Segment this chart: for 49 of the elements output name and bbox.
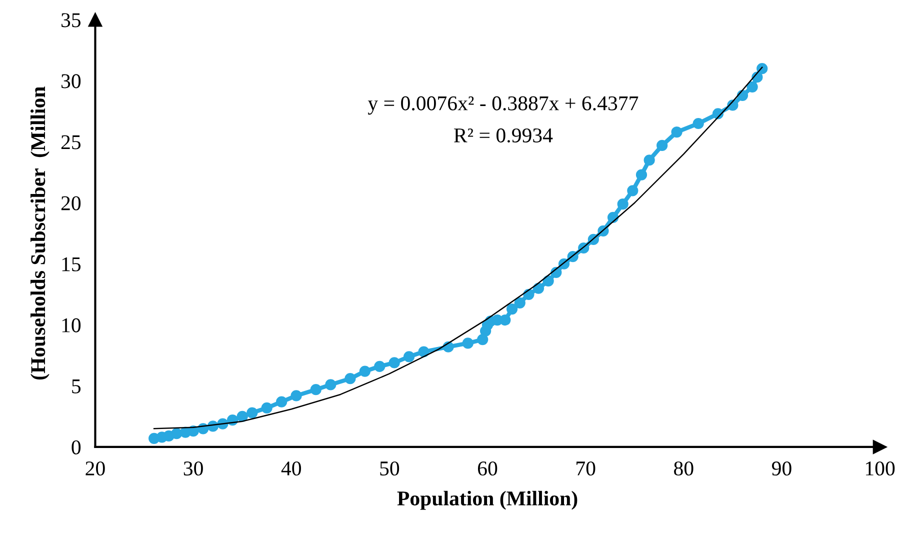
point bbox=[462, 338, 474, 349]
x-axis-title: Population (Million) bbox=[397, 490, 578, 510]
point bbox=[310, 384, 322, 396]
annotation: y = 0.0076x² - 0.3887x + 6.4377 bbox=[368, 96, 638, 115]
point bbox=[236, 410, 248, 422]
point bbox=[276, 396, 288, 408]
point bbox=[325, 379, 336, 390]
x-tick-label: 20 bbox=[86, 461, 105, 476]
point bbox=[656, 140, 668, 152]
point bbox=[374, 360, 386, 372]
point bbox=[542, 275, 554, 287]
point bbox=[692, 118, 704, 130]
point bbox=[636, 169, 648, 180]
y-tick-label: 30 bbox=[62, 74, 81, 88]
point bbox=[514, 297, 526, 308]
point bbox=[388, 357, 400, 368]
point bbox=[404, 351, 415, 362]
x-tick-label: 80 bbox=[674, 461, 694, 476]
y-tick-label: 25 bbox=[61, 135, 81, 150]
point bbox=[477, 334, 488, 346]
point bbox=[359, 366, 370, 377]
y-tick-label: 15 bbox=[62, 257, 81, 272]
y-tick-label: 35 bbox=[62, 13, 81, 28]
point bbox=[671, 126, 682, 138]
point bbox=[627, 185, 638, 196]
x-tick-label: 70 bbox=[576, 461, 596, 476]
x-tick-label: 100 bbox=[866, 461, 895, 476]
y-tick-label: 0 bbox=[72, 440, 81, 454]
point bbox=[418, 346, 430, 358]
point bbox=[617, 198, 628, 210]
y-tick-label: 5 bbox=[72, 380, 81, 394]
point bbox=[644, 154, 655, 166]
x-tick-label: 50 bbox=[380, 461, 400, 476]
x-tick-label: 90 bbox=[772, 461, 792, 476]
y-tick-label: 20 bbox=[61, 196, 81, 210]
point bbox=[261, 402, 272, 414]
y-axis-title: (Households Subscriber (Million bbox=[30, 86, 50, 380]
point bbox=[506, 303, 518, 315]
point bbox=[290, 390, 302, 402]
point bbox=[746, 81, 758, 92]
point bbox=[246, 407, 258, 418]
point bbox=[532, 282, 544, 294]
y-tick-label: 10 bbox=[62, 318, 81, 332]
x-tick-label: 60 bbox=[478, 461, 498, 476]
x-tick-label: 30 bbox=[184, 461, 203, 476]
point bbox=[344, 373, 356, 384]
annotation: R² = 0.9934 bbox=[454, 128, 553, 143]
point bbox=[500, 314, 511, 326]
x-tick-label: 40 bbox=[281, 461, 301, 476]
